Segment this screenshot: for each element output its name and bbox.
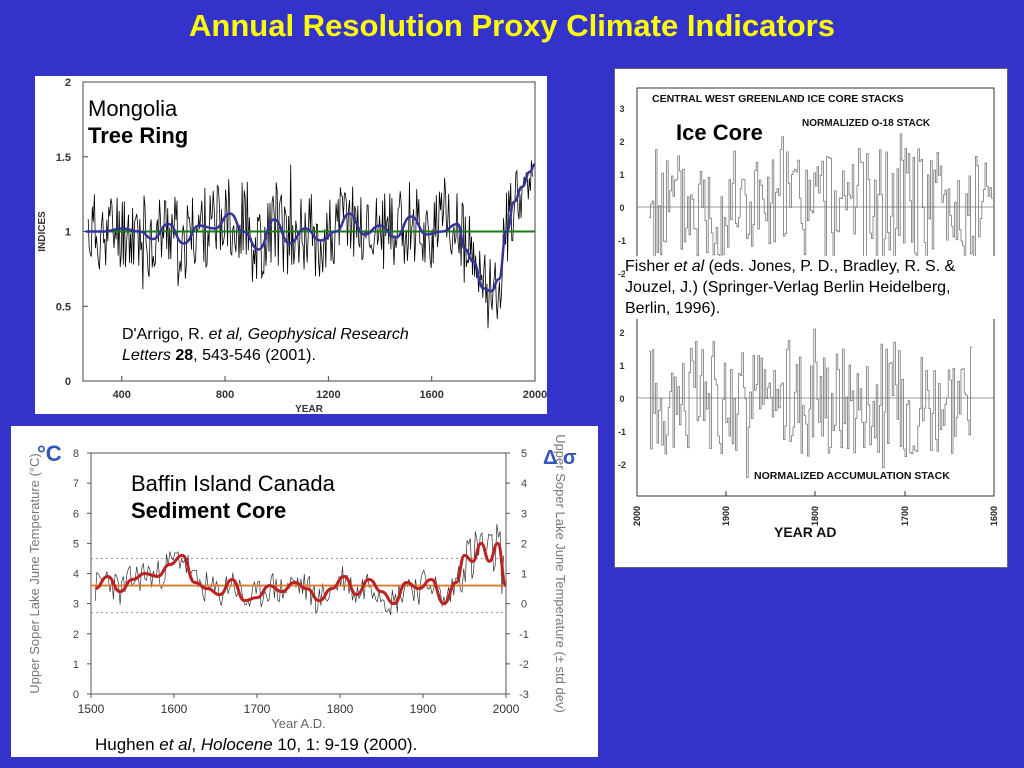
o18-y-tick-label: 3 (619, 104, 624, 114)
mongolia-label: Mongolia (88, 96, 178, 121)
y-tick-label: 1 (73, 659, 79, 671)
mongolia-tree-ring-chart: 0 0.5 1 1.5 2 400 800 1200 1600 2000 YEAR INDICES (37, 77, 547, 414)
accumulation-y-tick-label: -1 (618, 427, 626, 437)
y-tick-label: 6 (73, 508, 79, 520)
y-tick-label: 2 (73, 629, 79, 641)
slide-title: Annual Resolution Proxy Climate Indicato… (189, 8, 835, 43)
figure-border (614, 68, 1008, 568)
o18-y-tick-label: 0 (619, 203, 624, 213)
accumulation-y-tick-label: 0 (619, 394, 624, 404)
ice-header-top: CENTRAL WEST GREENLAND ICE CORE STACKS (652, 93, 904, 105)
y-tick-label: 3 (73, 599, 79, 611)
mongolia-tree-ring-panel: 0 0.5 1 1.5 2 400 800 1200 1600 2000 YEAR INDICES M… (35, 76, 547, 414)
y-tick-label: 7 (73, 478, 79, 490)
o18-y-tick-label: 2 (619, 137, 624, 147)
ice-core-label: Ice Core (676, 120, 763, 145)
x-tick-label: 400 (113, 389, 131, 401)
y2-tick-label: 1 (521, 569, 527, 581)
o18-y-tick-label: 1 (619, 170, 624, 180)
y2-axis-label: Upper Soper Lake June Temperature (± std… (553, 434, 568, 713)
x-tick-label: 800 (216, 389, 234, 401)
x-tick-label: 1700 (900, 506, 910, 526)
y2-tick-label: 4 (521, 478, 527, 490)
baffin-citation: Hughen et al, Holocene 10, 1: 9-19 (2000… (95, 735, 418, 754)
y-tick-label: 0 (73, 689, 79, 701)
x-tick-label: 1800 (327, 702, 354, 716)
mongolia-citation: D'Arrigo, R. et al, Geophysical Research… (122, 326, 409, 364)
std-dev-icon: Δ σ (543, 447, 577, 469)
celsius-icon: °C (37, 441, 62, 466)
sediment-core-label: Sediment Core (131, 498, 287, 523)
x-tick-label: 1700 (244, 702, 271, 716)
baffin-label: Baffin Island Canada (131, 471, 335, 496)
raw-ring-width-series (87, 160, 533, 329)
y-axis-label: INDICES (37, 211, 48, 252)
y-tick-label: 0 (65, 376, 71, 388)
raw-temperature-series (94, 523, 504, 616)
x-tick-label: 1600 (419, 389, 443, 401)
y-tick-label: 2 (65, 77, 71, 89)
o18-series (649, 133, 993, 267)
ice-header-accumulation: NORMALIZED ACCUMULATION STACK (754, 470, 950, 482)
y2-tick-label: -3 (519, 689, 529, 701)
x-tick-label: 2000 (632, 506, 642, 526)
ice-core-panel: CENTRAL WEST GREENLAND ICE CORE STACKS NO… (614, 68, 1008, 568)
accumulation-y-tick-label: 1 (619, 361, 624, 371)
x-tick-label: 2000 (523, 389, 547, 401)
o18-y-tick-label: -1 (618, 236, 626, 246)
smoothed-series-line (85, 162, 536, 293)
y2-tick-label: -1 (519, 629, 529, 641)
x-axis-label: Year A.D. (271, 716, 325, 731)
o18-y-tick-label: -2 (618, 269, 626, 279)
x-tick-label: 2000 (493, 702, 520, 716)
y2-tick-label: 2 (521, 538, 527, 550)
baffin-sediment-chart: 0 1 2 3 4 5 6 7 8 -3 -2 -1 0 1 2 3 4 5 1500 1600 1700 1800 190… (27, 434, 577, 731)
accumulation-y-tick-label: 2 (619, 328, 624, 338)
x-tick-label: 1600 (161, 702, 188, 716)
y-tick-label: 4 (73, 569, 79, 581)
ice-header-o18: NORMALIZED O-18 STACK (802, 118, 931, 129)
y2-tick-label: 0 (521, 599, 527, 611)
tree-ring-label: Tree Ring (88, 123, 189, 148)
ice-core-citation: Fisher et al (eds. Jones, P. D., Bradley… (625, 256, 1000, 319)
x-tick-label: 1600 (989, 506, 999, 526)
y2-tick-label: 3 (521, 508, 527, 520)
x-axis-label: YEAR AD (774, 524, 837, 540)
accumulation-y-tick-label: -2 (618, 460, 626, 470)
y-tick-label: 8 (73, 448, 79, 460)
y-tick-label: 1.5 (56, 152, 71, 164)
accumulation-series (649, 328, 973, 478)
y2-tick-label: 5 (521, 448, 527, 460)
x-tick-label: 1900 (721, 506, 731, 526)
x-tick-label: 1200 (316, 389, 340, 401)
y-axis-label: Upper Soper Lake June Temperature (°C) (27, 453, 42, 694)
smoothed-temperature-line (94, 541, 508, 606)
y-tick-label: 5 (73, 538, 79, 550)
x-tick-label: 1900 (410, 702, 437, 716)
y-tick-label: 1 (65, 227, 71, 239)
baffin-sediment-core-panel: 0 1 2 3 4 5 6 7 8 -3 -2 -1 0 1 2 3 4 5 1500 1600 1700 1800 190… (11, 426, 598, 757)
y-tick-label: 0.5 (56, 301, 71, 313)
x-tick-label: 1500 (78, 702, 105, 716)
x-axis-label: YEAR (295, 404, 324, 414)
x-tick-label: 1800 (810, 506, 820, 526)
y2-tick-label: -2 (519, 659, 529, 671)
